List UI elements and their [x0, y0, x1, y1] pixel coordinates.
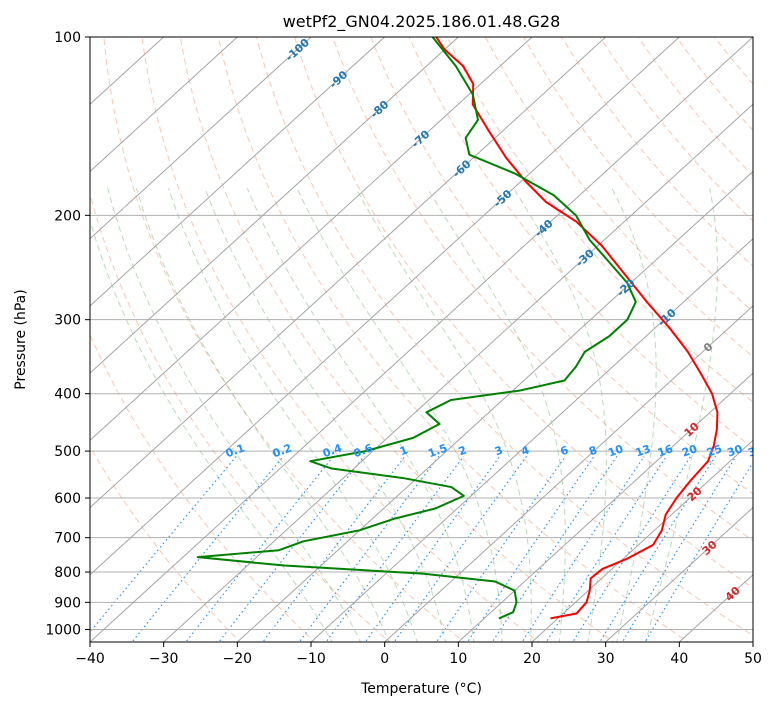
mixing-ratio-line	[572, 455, 692, 642]
isotherm-gridline	[90, 37, 680, 576]
dry-adiabat	[141, 37, 540, 642]
dry-adiabat	[370, 37, 753, 495]
x-tick-label: −30	[149, 651, 179, 667]
y-tick-label: 400	[54, 387, 81, 403]
mixing-ratio-label: 10	[606, 442, 625, 460]
isotherm-gridline	[384, 305, 753, 642]
isotherm-gridline	[90, 37, 753, 642]
dewpoint-line	[196, 37, 637, 620]
dry-adiabat	[255, 37, 753, 637]
dry-adiabat	[90, 445, 241, 642]
y-axis-label: Pressure (hPa)	[13, 289, 29, 389]
x-tick-label: −20	[223, 651, 253, 667]
mixing-ratio-line	[131, 455, 284, 642]
dry-adiabat	[523, 37, 753, 313]
mixing-ratio-label: 20	[680, 442, 699, 460]
moist-adiabat	[513, 187, 607, 642]
mixing-ratio-label: 0.4	[321, 441, 344, 460]
isotherm-gridline	[90, 37, 459, 374]
x-tick-label: 30	[597, 651, 615, 667]
dry-adiabat	[332, 37, 753, 542]
y-tick-label: 900	[54, 595, 81, 611]
chart-title: wetPf2_GN04.2025.186.01.48.G28	[283, 12, 561, 32]
isotherm-gridline	[531, 439, 753, 642]
isotherm-gridline	[90, 37, 533, 442]
isotherm-gridline	[605, 506, 753, 642]
x-tick-label: 10	[449, 651, 467, 667]
mixing-ratio-line	[621, 455, 737, 642]
moist-adiabat	[90, 218, 333, 642]
plot-frame	[89, 36, 754, 643]
mixing-ratio-label: 30	[725, 442, 744, 460]
isotherm-gridline	[457, 372, 753, 642]
moist-adiabat	[296, 188, 503, 642]
mixing-ratio-label: 0.2	[271, 441, 294, 460]
moist-adiabat	[611, 188, 657, 642]
x-tick-label: −40	[75, 651, 105, 667]
mixing-ratio-label: 1	[398, 443, 410, 458]
moist-adiabat	[107, 188, 362, 642]
mixing-ratio-label: 13	[634, 442, 653, 459]
y-tick-label: 500	[54, 444, 81, 460]
mixing-ratio-label: 1.5	[426, 441, 449, 460]
mixing-ratio-label: 4	[520, 443, 532, 458]
mixing-ratio-line	[521, 455, 645, 642]
isotherm-gridline	[163, 103, 753, 642]
mixing-ratio-line	[435, 455, 567, 642]
y-tick-label: 800	[54, 565, 81, 581]
mixing-ratio-label: 16	[656, 442, 675, 460]
x-axis-label: Temperature (°C)	[360, 681, 482, 697]
moist-adiabat	[246, 188, 475, 642]
x-tick-label: 40	[670, 651, 688, 667]
sounding-profiles	[196, 37, 719, 620]
dry-adiabat	[294, 37, 753, 589]
mixing-ratio-line	[491, 455, 618, 642]
y-tick-label: 100	[54, 30, 81, 46]
isotherm-gridline	[90, 37, 607, 509]
moist-adiabat	[135, 188, 390, 642]
isotherm-gridline	[90, 37, 312, 240]
mixing-ratio-label: 3	[493, 443, 505, 458]
mixing-ratio-label: 6	[559, 443, 571, 458]
moist-adiabat	[427, 187, 566, 642]
isotherm-gridline	[90, 37, 238, 173]
isotherm-gridline	[90, 37, 386, 307]
y-tick-label: 200	[54, 208, 81, 224]
mixing-ratio-line	[393, 455, 528, 642]
isotherm-gridline	[236, 170, 753, 642]
y-tick-label: 600	[54, 491, 81, 507]
dry-adiabat	[446, 37, 753, 403]
x-axis-ticks: −40 −30 −20 −10 0 10 20 30 40 50	[75, 642, 762, 667]
moist-adiabat	[168, 188, 418, 642]
y-tick-label: 1000	[45, 622, 81, 638]
x-tick-label: 0	[380, 651, 389, 667]
mixing-ratio-line	[545, 455, 667, 642]
x-tick-label: −10	[296, 651, 326, 667]
mixing-ratio-line	[218, 455, 365, 642]
mixing-ratio-label: 36	[746, 442, 765, 460]
mixing-ratio-label: 25	[705, 442, 724, 459]
mixing-ratio-label: 8	[587, 443, 599, 458]
dry-adiabat	[484, 37, 753, 358]
x-tick-label: 50	[744, 651, 762, 667]
y-tick-label: 700	[54, 531, 81, 547]
mixing-ratio-label: 0.6	[352, 441, 375, 460]
mixing-ratio-line	[185, 455, 334, 642]
y-tick-label: 300	[54, 313, 81, 329]
mixing-ratio-label: 2	[457, 443, 469, 458]
mixing-ratio-label: 0.1	[224, 441, 247, 460]
mixing-ratio-line	[325, 455, 465, 642]
isotherm-gridline	[310, 237, 753, 642]
mixing-ratio-line	[90, 455, 237, 633]
mixing-ratio-line	[364, 455, 501, 642]
y-axis-ticks: 100 200 300 400 500 600 700 800 900 1000	[45, 30, 90, 638]
x-tick-label: 20	[523, 651, 541, 667]
dry-adiabat	[408, 37, 753, 449]
background-lines	[90, 37, 753, 642]
